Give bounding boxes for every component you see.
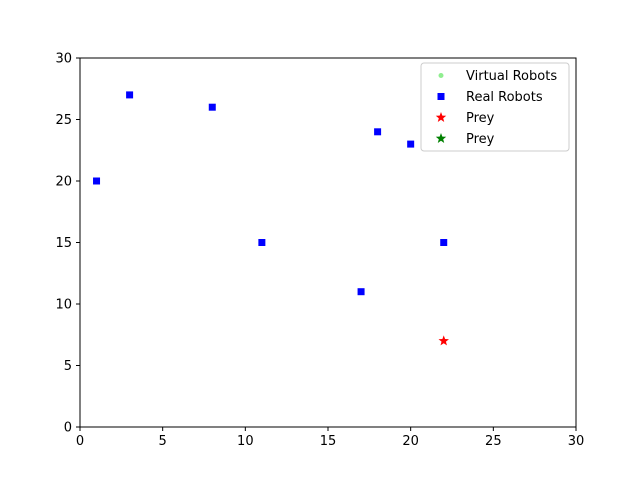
x-tick-label: 20: [402, 434, 419, 449]
legend-box: [420, 62, 570, 152]
y-tick-label: 15: [55, 236, 72, 251]
x-tick-label: 15: [320, 434, 337, 449]
legend-marker: [435, 133, 447, 143]
legend-marker: [438, 73, 444, 78]
data-point: [438, 335, 449, 346]
data-point: [407, 140, 415, 148]
legend-label: Real Robots: [466, 90, 543, 105]
legend: Virtual Robots Real Robots Prey Prey: [420, 62, 570, 152]
x-tick-label: 10: [237, 434, 254, 449]
x-tick-label: 0: [76, 434, 84, 449]
y-tick-label: 0: [64, 421, 72, 436]
y-tick-label: 20: [55, 175, 72, 190]
y-tick-label: 5: [64, 359, 72, 374]
data-point: [93, 177, 101, 185]
x-tick-label: 25: [485, 434, 502, 449]
x-tick-label: 30: [568, 434, 585, 449]
legend-label: Prey: [466, 132, 495, 147]
data-point: [374, 128, 382, 136]
data-point: [126, 91, 134, 99]
legend-label: Prey: [466, 111, 495, 126]
y-tick-label: 25: [55, 113, 72, 128]
x-tick-label: 5: [159, 434, 167, 449]
data-point: [208, 103, 216, 111]
data-point: [258, 239, 266, 246]
data-marks: [93, 91, 449, 346]
y-tick-label: 30: [55, 52, 72, 67]
legend-marker: [437, 93, 445, 100]
y-tick-label: 10: [55, 298, 72, 313]
legend-marker: [435, 112, 447, 122]
data-point: [440, 239, 448, 246]
axis-ticks: 0 5 10 15 20 25 30 0 5 10 15 20 25 30: [55, 52, 584, 450]
data-point: [357, 288, 365, 296]
legend-label: Virtual Robots: [466, 69, 557, 84]
